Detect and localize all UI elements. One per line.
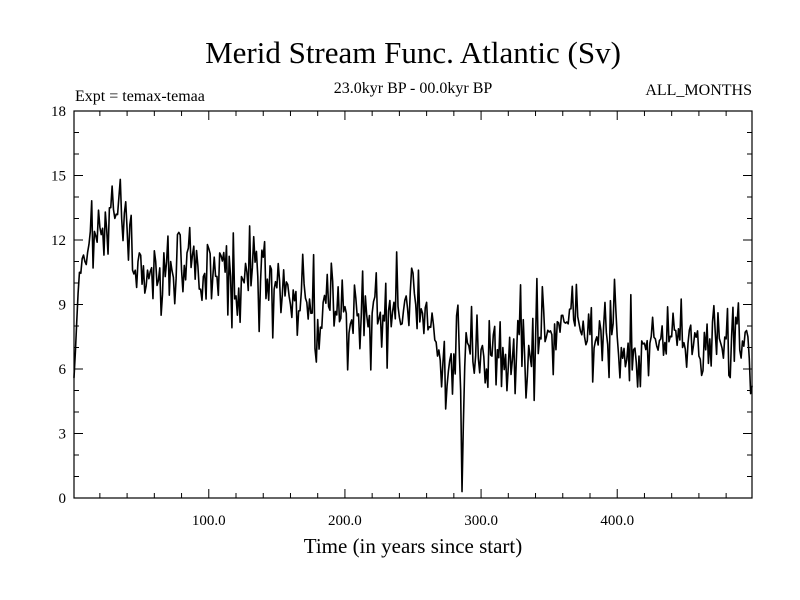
x-axis-label: Time (in years since start) xyxy=(304,534,523,558)
y-tick-label: 6 xyxy=(59,362,67,378)
y-tick-label: 18 xyxy=(51,104,66,120)
chart-title: Merid Stream Func. Atlantic (Sv) xyxy=(205,35,621,70)
x-tick-label: 400.0 xyxy=(600,513,634,529)
x-tick-label: 200.0 xyxy=(328,513,362,529)
months-label: ALL_MONTHS xyxy=(645,82,752,99)
x-tick-label: 100.0 xyxy=(192,513,226,529)
axis-tick-labels: 0 3 6 9 12 15 18 100.0 200.0 300.0 400.0 xyxy=(51,104,634,529)
experiment-label: Expt = temax-temaa xyxy=(75,88,205,105)
y-tick-label: 9 xyxy=(59,298,67,314)
series-line xyxy=(73,178,753,493)
y-tick-label: 15 xyxy=(51,169,66,185)
chart-subtitle: 23.0kyr BP - 00.0kyr BP xyxy=(334,80,493,97)
x-tick-label: 300.0 xyxy=(464,513,498,529)
y-tick-label: 0 xyxy=(59,491,67,507)
plot-frame xyxy=(73,110,753,499)
axis-ticks xyxy=(74,110,752,499)
y-tick-label: 3 xyxy=(59,427,67,443)
y-tick-label: 12 xyxy=(51,233,66,249)
